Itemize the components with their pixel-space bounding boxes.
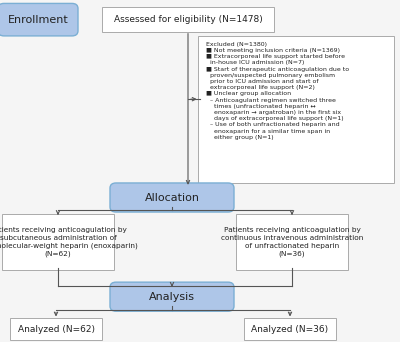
FancyBboxPatch shape [0, 3, 78, 36]
Text: Patients receiving anticoagulation by
continuous intravenous administration
of u: Patients receiving anticoagulation by co… [221, 227, 363, 257]
FancyBboxPatch shape [244, 318, 336, 340]
Text: Analysis: Analysis [149, 292, 195, 302]
FancyBboxPatch shape [2, 214, 114, 270]
FancyBboxPatch shape [110, 282, 234, 311]
FancyBboxPatch shape [10, 318, 102, 340]
FancyBboxPatch shape [236, 214, 348, 270]
Text: Assessed for eligibility (N=1478): Assessed for eligibility (N=1478) [114, 15, 262, 24]
Text: Excluded (N=1380)
■ Not meeting inclusion criteria (N=1369)
■ Extracorporeal lif: Excluded (N=1380) ■ Not meeting inclusio… [206, 42, 349, 140]
Text: Allocation: Allocation [144, 193, 200, 202]
Text: Analyzed (N=62): Analyzed (N=62) [18, 325, 94, 334]
FancyBboxPatch shape [110, 183, 234, 212]
FancyBboxPatch shape [102, 7, 274, 32]
Text: Analyzed (N=36): Analyzed (N=36) [252, 325, 328, 334]
Text: Patients receiving anticoagulation by
subcutaneous administration of
low-molecul: Patients receiving anticoagulation by su… [0, 227, 138, 257]
FancyBboxPatch shape [198, 36, 394, 183]
Text: Enrollment: Enrollment [8, 15, 68, 25]
